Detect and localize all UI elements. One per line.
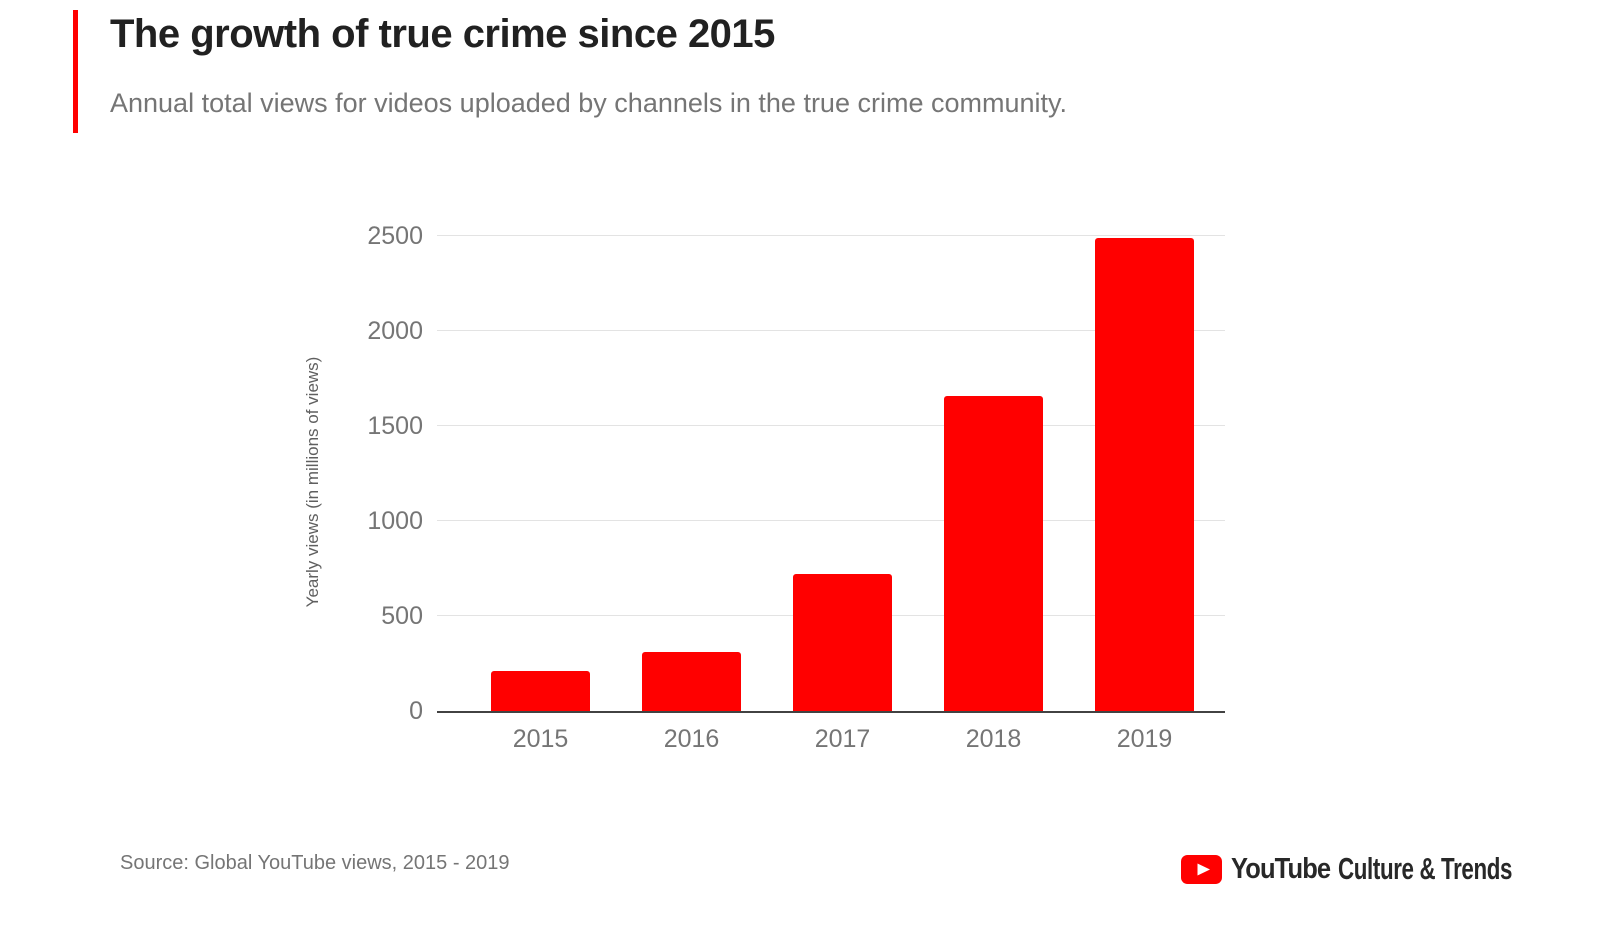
x-tick-label-2018: 2018 xyxy=(965,725,1022,753)
x-tick-label-2019: 2019 xyxy=(1116,725,1173,753)
y-tick-label-2500: 2500 xyxy=(367,222,423,250)
x-tick-label-2017: 2017 xyxy=(814,725,871,753)
y-tick-label-500: 500 xyxy=(381,602,423,630)
gridline-2500 xyxy=(437,235,1225,236)
y-axis-title: Yearly views (in millions of views) xyxy=(303,356,322,608)
culture-trends-wordmark: Culture & Trends xyxy=(1338,851,1513,886)
bar-2019 xyxy=(1095,237,1194,711)
x-tick-label-2016: 2016 xyxy=(663,725,720,753)
gridline-2000 xyxy=(437,330,1225,331)
x-tick-label-2015: 2015 xyxy=(512,725,569,753)
y-tick-label-1500: 1500 xyxy=(367,412,423,440)
plot-area: 0 500 1000 1500 2000 2500 2015 2016 2017 2018 2019 xyxy=(367,223,1225,753)
page-subtitle: Annual total views for videos uploaded b… xyxy=(110,88,1067,118)
youtube-play-icon xyxy=(1181,854,1222,884)
source-note: Source: Global YouTube views, 2015 - 201… xyxy=(120,852,510,874)
youtube-culture-trends-logo: YouTube Culture & Trends xyxy=(1181,851,1512,886)
y-tick-label-0: 0 xyxy=(409,697,423,725)
bar-2017 xyxy=(793,574,892,711)
bar-2016 xyxy=(642,652,741,711)
page-title: The growth of true crime since 2015 xyxy=(110,12,775,56)
y-tick-label-2000: 2000 xyxy=(367,317,423,345)
bar-2015 xyxy=(491,671,590,711)
gridline-1500 xyxy=(437,425,1225,426)
title-accent-bar xyxy=(73,10,78,133)
bar-2018 xyxy=(944,395,1043,711)
gridline-1000 xyxy=(437,520,1225,521)
youtube-wordmark: YouTube xyxy=(1231,852,1331,885)
y-tick-label-1000: 1000 xyxy=(367,507,423,535)
